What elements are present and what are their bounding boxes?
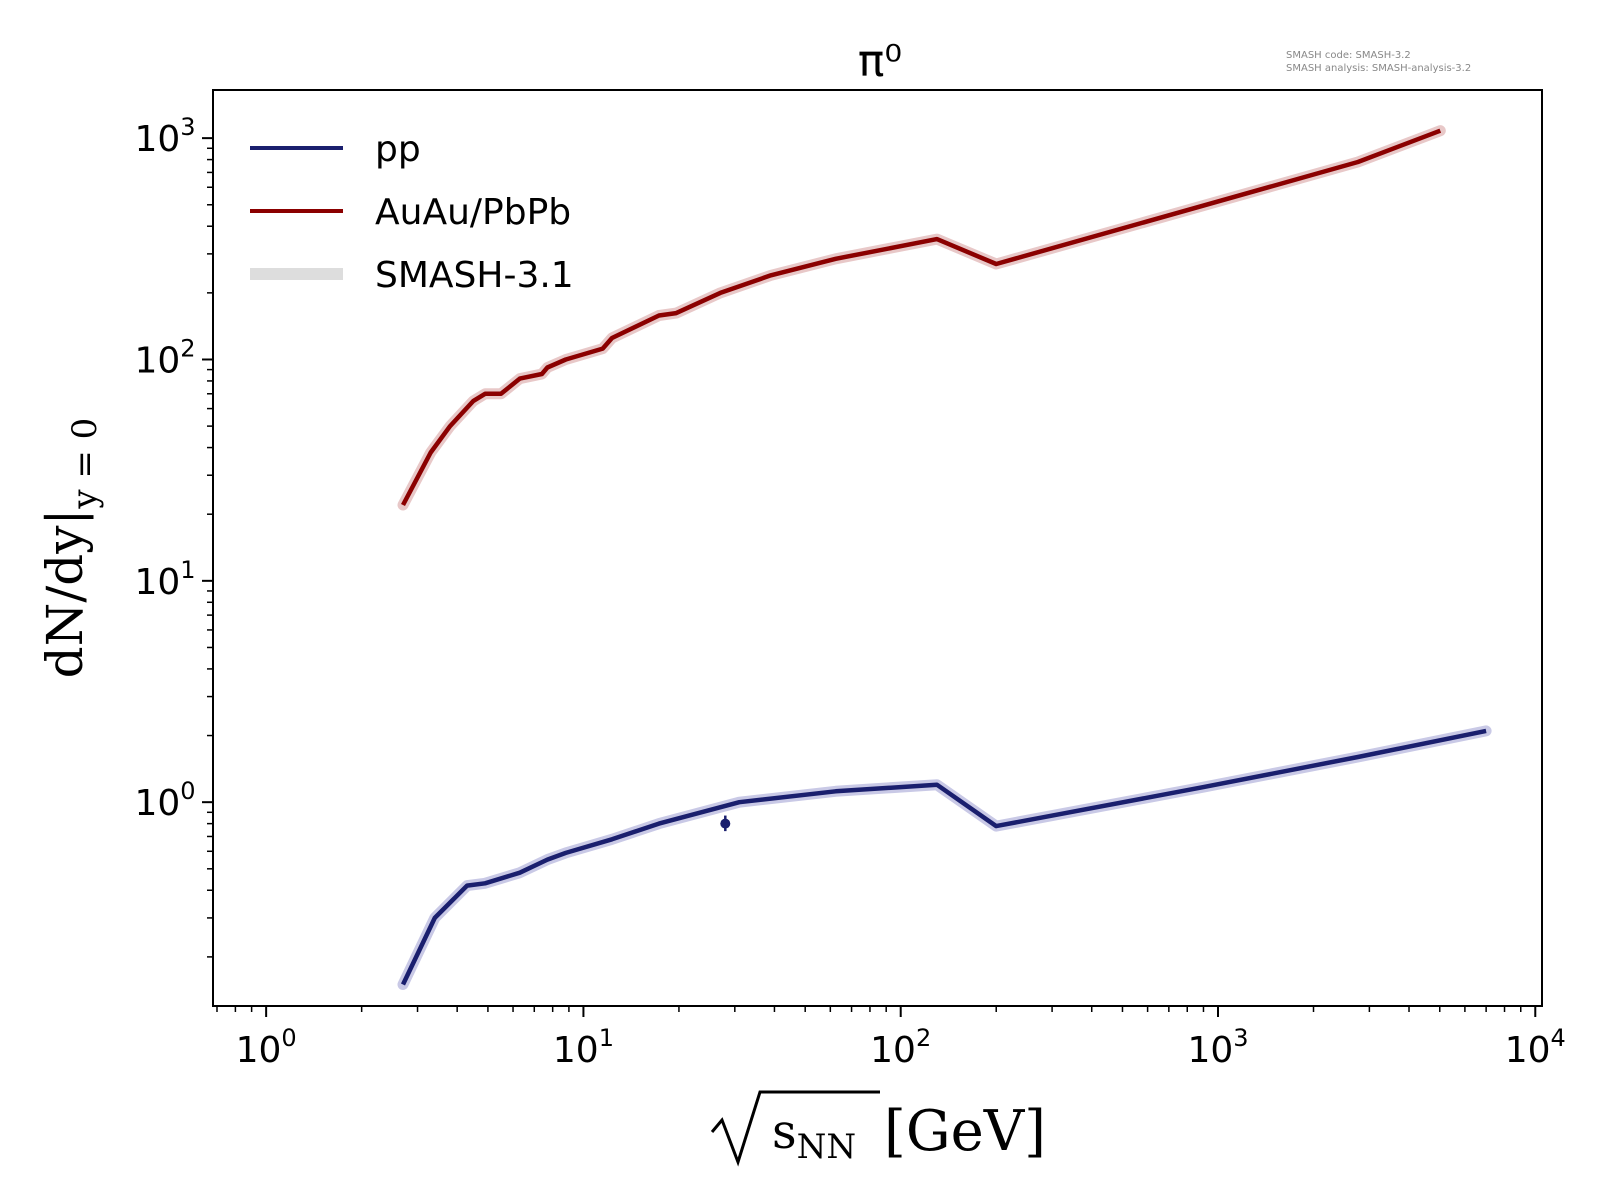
y-tick-exponent: 1 — [180, 556, 195, 584]
x-axis-label-radicand: s — [772, 1104, 797, 1160]
data-points — [720, 815, 731, 832]
y-tick-base: 10 — [134, 562, 180, 603]
legend-label-pp: pp — [375, 129, 421, 170]
x-tick-exponent: 0 — [281, 1024, 296, 1052]
legend-label-auau-pbpb: AuAu/PbPb — [375, 192, 571, 233]
x-tick-label: 104 — [1505, 1024, 1566, 1071]
x-tick-exponent: 3 — [1233, 1024, 1248, 1052]
x-axis-label: sNN [GeV] — [710, 1090, 1046, 1167]
minor-ticks — [207, 147, 1522, 1012]
x-tick-exponent: 4 — [1551, 1024, 1566, 1052]
y-tick-exponent: 3 — [180, 113, 195, 141]
x-tick-exponent: 2 — [916, 1024, 931, 1052]
x-tick-label: 102 — [870, 1024, 931, 1071]
series-line-pp — [400, 728, 1487, 986]
svg-text:dN/dy|y = 0: dN/dy|y = 0 — [36, 418, 105, 679]
y-axis-label-subscript: y = 0 — [65, 418, 105, 510]
y-tick-base: 10 — [134, 340, 180, 381]
y-tick-base: 10 — [134, 783, 180, 824]
x-tick-exponent: 1 — [599, 1024, 614, 1052]
y-axis-label: dN/dy|y = 0 — [36, 418, 105, 679]
data-point — [720, 818, 731, 829]
x-tick-label: 101 — [553, 1024, 614, 1071]
legend: pp AuAu/PbPb SMASH-3.1 — [250, 129, 574, 296]
chart-title: π⁰ — [858, 36, 902, 87]
x-axis-label-subscript: NN — [797, 1127, 857, 1167]
x-tick-base: 10 — [1187, 1030, 1233, 1071]
series-line-auau-pbpb — [401, 128, 1442, 507]
y-axis-label-main: dN/dy| — [36, 509, 94, 679]
x-axis-ticks: 100 101 102 103 104 — [236, 1006, 1566, 1071]
x-axis-label-unit: [GeV] — [884, 1099, 1046, 1164]
series-lines — [400, 128, 1487, 986]
watermark-line-1: SMASH code: SMASH-3.2 — [1286, 50, 1411, 61]
y-tick-exponent: 0 — [180, 777, 195, 805]
smash-band-auau-pbpb — [397, 125, 1446, 511]
x-tick-label: 100 — [236, 1024, 297, 1071]
watermark-line-2: SMASH analysis: SMASH-analysis-3.2 — [1286, 63, 1471, 74]
y-tick-exponent: 2 — [180, 334, 195, 362]
svg-text:sNN: sNN — [772, 1104, 856, 1167]
y-tick-label: 101 — [134, 556, 195, 603]
sqrt-sign-icon — [710, 1090, 880, 1167]
x-tick-base: 10 — [553, 1030, 599, 1071]
x-tick-base: 10 — [870, 1030, 916, 1071]
y-tick-label: 100 — [134, 777, 195, 824]
legend-label-smash: SMASH-3.1 — [375, 255, 574, 296]
y-tick-label: 102 — [134, 334, 195, 381]
x-tick-base: 10 — [1505, 1030, 1551, 1071]
plot-frame — [212, 89, 1543, 1007]
y-tick-base: 10 — [134, 119, 180, 160]
x-tick-base: 10 — [236, 1030, 282, 1071]
y-tick-label: 103 — [134, 113, 195, 160]
x-tick-label: 103 — [1187, 1024, 1248, 1071]
smash-band-pp — [397, 725, 1492, 990]
